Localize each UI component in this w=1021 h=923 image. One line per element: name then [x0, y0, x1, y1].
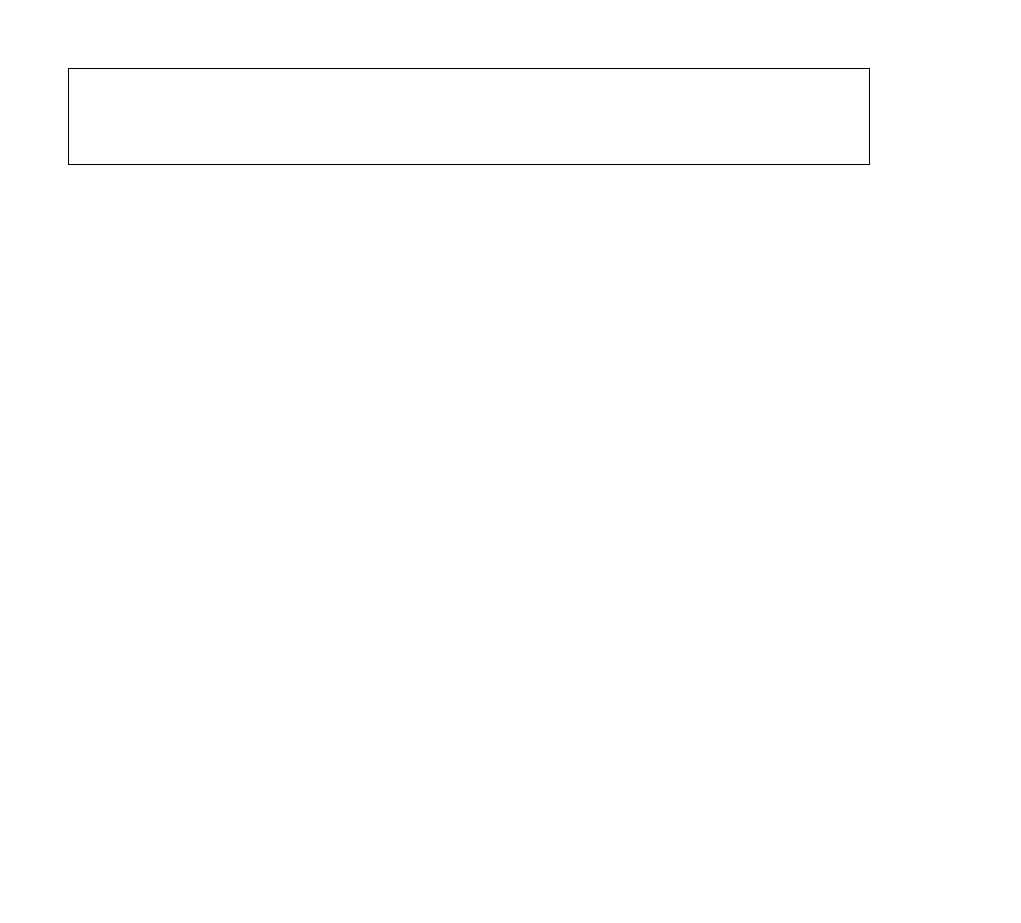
map-canvas: [69, 69, 869, 164]
map-plot: [68, 68, 870, 165]
panel-header: [68, 40, 868, 68]
map-panel: [68, 40, 870, 177]
plot-area: [68, 40, 870, 177]
